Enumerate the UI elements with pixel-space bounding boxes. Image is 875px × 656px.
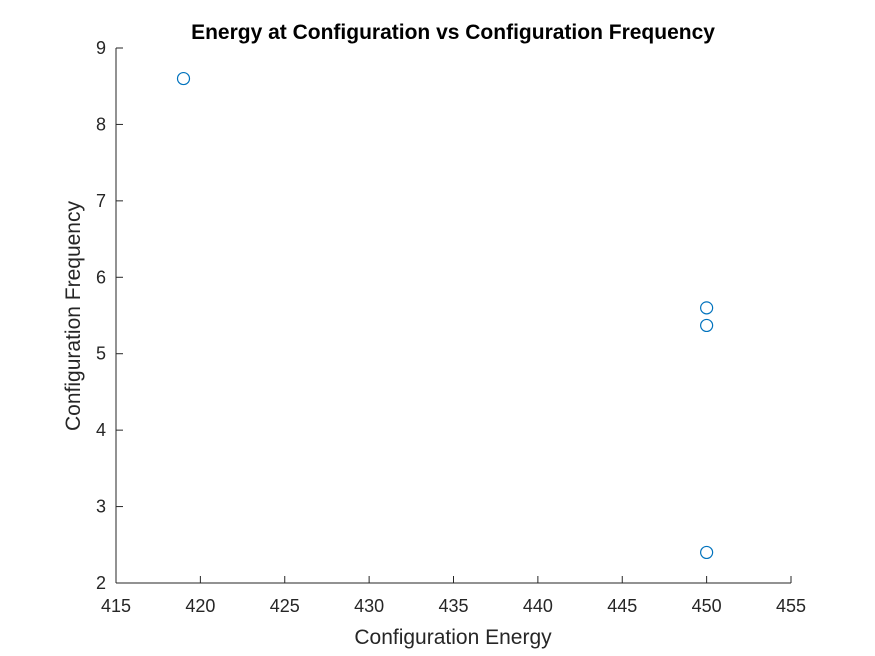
x-tick-label: 445 [607, 596, 637, 616]
x-tick-label: 440 [523, 596, 553, 616]
x-tick-label: 415 [101, 596, 131, 616]
y-tick-label: 2 [96, 573, 106, 593]
data-point [700, 301, 714, 315]
data-point [700, 318, 714, 333]
x-tick-label: 450 [692, 596, 722, 616]
y-tick-label: 9 [96, 38, 106, 58]
y-tick-label: 4 [96, 420, 106, 440]
y-axis-label: Configuration Frequency [62, 201, 85, 431]
x-ticks: 415 420 425 430 435 440 445 450 455 [101, 576, 806, 616]
x-tick-label: 420 [185, 596, 215, 616]
x-tick-label: 425 [270, 596, 300, 616]
y-ticks: 2 3 4 5 6 7 8 9 [96, 38, 123, 593]
data-point [700, 545, 714, 560]
plot-area: 415 420 425 430 435 440 445 450 455 2 3 4 5 6 7 8 9 [96, 38, 806, 616]
y-tick-label: 7 [96, 191, 106, 211]
x-tick-label: 430 [354, 596, 384, 616]
chart-title: Energy at Configuration vs Configuration… [191, 21, 715, 44]
data-markers [176, 71, 714, 560]
y-tick-label: 6 [96, 267, 106, 287]
data-point [176, 71, 191, 86]
y-tick-label: 8 [96, 114, 106, 134]
x-tick-label: 435 [438, 596, 468, 616]
y-tick-label: 5 [96, 344, 106, 364]
y-tick-label: 3 [96, 497, 106, 517]
x-tick-label: 455 [776, 596, 806, 616]
x-axis-label: Configuration Energy [354, 626, 552, 649]
